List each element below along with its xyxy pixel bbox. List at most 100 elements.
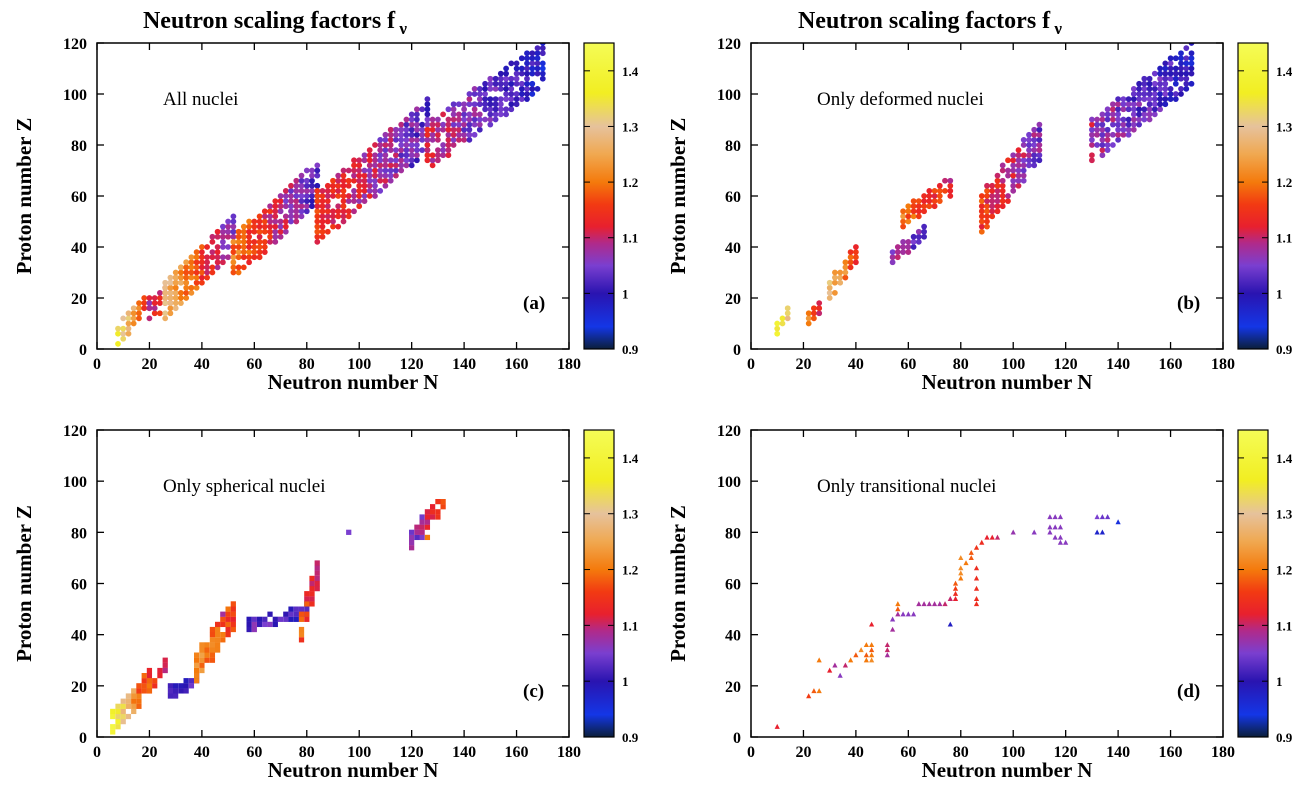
- nucleus-point: [435, 147, 441, 153]
- nucleus-point: [1183, 55, 1190, 62]
- x-tick-label: 160: [505, 744, 529, 761]
- nucleus-point: [466, 96, 473, 102]
- nucleus-cell: [199, 652, 205, 658]
- nucleus-point: [272, 233, 279, 240]
- nucleus-point: [340, 177, 347, 184]
- nucleus-point: [947, 182, 954, 189]
- y-tick-label: 80: [71, 138, 87, 155]
- nucleus-point: [513, 70, 520, 77]
- nucleus-point: [1104, 131, 1111, 138]
- nucleus-point: [999, 167, 1006, 174]
- nucleus-point: [120, 335, 127, 342]
- nucleus-cell: [125, 693, 132, 699]
- nucleus-point: [419, 106, 426, 113]
- nucleus-cell: [120, 703, 126, 709]
- nucleus-triangle: [900, 611, 906, 617]
- nucleus-point: [947, 177, 954, 184]
- nucleus-point: [931, 193, 938, 199]
- nucleus-point: [811, 315, 817, 322]
- nucleus-triangle: [931, 601, 938, 607]
- nucleus-point: [167, 305, 174, 312]
- nucleus-point: [382, 131, 389, 138]
- nucleus-point: [361, 182, 368, 189]
- nucleus-point: [1136, 116, 1142, 123]
- nucleus-point: [784, 310, 791, 317]
- nucleus-point: [503, 86, 509, 92]
- nucleus-point: [508, 91, 515, 97]
- nucleus-point: [894, 249, 901, 255]
- nucleus-point: [293, 188, 300, 194]
- nucleus-point: [230, 233, 237, 240]
- nucleus-point: [272, 213, 279, 220]
- nucleus-point: [330, 193, 336, 199]
- nucleus-point: [524, 70, 530, 77]
- nucleus-point: [1136, 80, 1142, 87]
- nucleus-point: [503, 111, 509, 118]
- nucleus-point: [1010, 172, 1017, 179]
- nucleus-point: [1157, 75, 1163, 82]
- nucleus-point: [246, 223, 252, 230]
- nucleus-point: [921, 233, 927, 240]
- nucleus-point: [366, 172, 373, 179]
- nucleus-point: [199, 274, 205, 281]
- nucleus-triangle: [947, 621, 953, 627]
- nucleus-point: [393, 131, 399, 138]
- x-tick-label: 100: [1001, 356, 1025, 373]
- nucleus-point: [172, 274, 179, 281]
- nucleus-point: [524, 65, 530, 72]
- nucleus-cell: [173, 688, 179, 694]
- nucleus-cell: [314, 565, 320, 571]
- nucleus-point: [214, 228, 221, 235]
- nucleus-point: [947, 188, 954, 194]
- nucleus-point: [204, 254, 210, 261]
- nucleus-point: [246, 259, 252, 266]
- nucleus-point: [1136, 86, 1142, 92]
- nucleus-cell: [230, 616, 236, 622]
- nucleus-point: [461, 116, 467, 123]
- nucleus-point: [487, 80, 494, 87]
- nucleus-triangle: [1047, 514, 1053, 520]
- nucleus-cell: [157, 673, 163, 679]
- nucleus-point: [314, 198, 321, 204]
- nucleus-triangle: [863, 657, 869, 663]
- nucleus-cell: [414, 529, 420, 535]
- nucleus-point: [450, 116, 457, 123]
- nucleus-point: [1141, 86, 1148, 92]
- nucleus-cell: [131, 688, 137, 694]
- nucleus-point: [382, 182, 389, 189]
- nucleus-point: [393, 152, 399, 159]
- nucleus-point: [1015, 182, 1022, 189]
- nucleus-point: [1089, 126, 1095, 133]
- panel-annotation: Only spherical nuclei: [163, 476, 326, 497]
- nucleus-point: [351, 162, 357, 169]
- nucleus-point: [1178, 50, 1184, 57]
- nucleus-point: [414, 137, 420, 143]
- nucleus-triangle: [973, 585, 980, 591]
- panel-a: 0 20 40 60 80 100 120 140 160 180020406080100120N…: [12, 36, 639, 394]
- nucleus-point: [1036, 142, 1043, 148]
- x-tick-label: 20: [795, 356, 811, 373]
- nucleus-point: [115, 330, 121, 337]
- nucleus-point: [435, 116, 441, 123]
- nucleus-point: [947, 193, 954, 199]
- nucleus-point: [162, 300, 169, 306]
- x-tick-label: 140: [452, 356, 476, 373]
- nucleus-point: [125, 320, 132, 327]
- nucleus-point: [120, 315, 127, 322]
- nucleus-cell: [136, 683, 142, 689]
- nucleus-triangle: [895, 611, 901, 617]
- nucleus-cell: [220, 637, 226, 643]
- nucleus-point: [256, 249, 263, 255]
- nucleus-point: [529, 50, 536, 57]
- nucleus-point: [214, 244, 221, 250]
- nucleus-point: [345, 198, 352, 204]
- nucleus-cell: [215, 647, 221, 653]
- nucleus-point: [900, 213, 906, 220]
- nucleus-point: [471, 116, 478, 123]
- nucleus-triangle: [869, 652, 875, 658]
- nucleus-point: [1136, 91, 1142, 97]
- nucleus-point: [1146, 91, 1153, 97]
- nucleus-point: [984, 188, 990, 194]
- nucleus-point: [345, 177, 352, 184]
- nucleus-point: [811, 310, 817, 317]
